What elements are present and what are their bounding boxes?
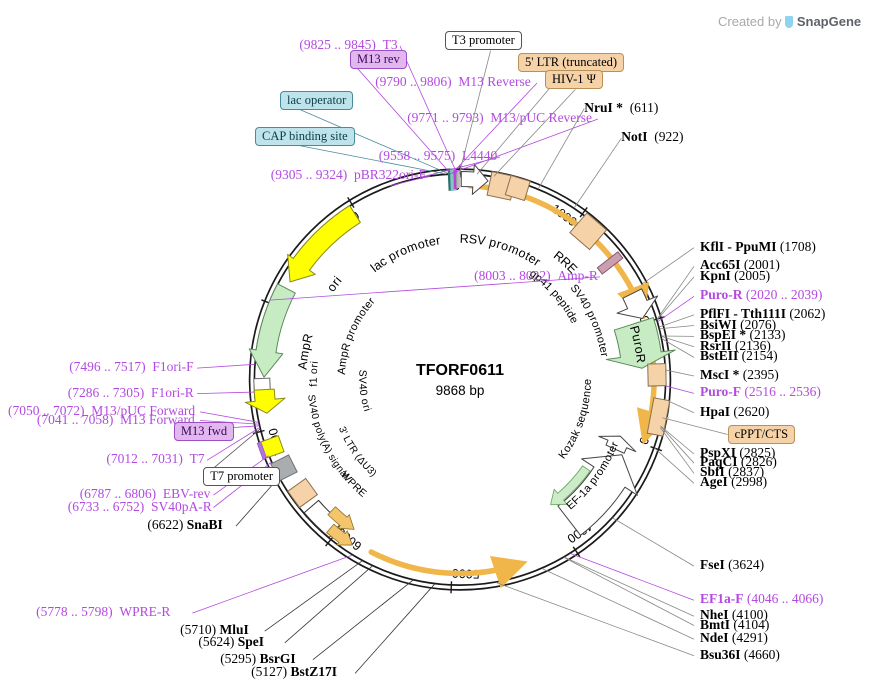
svg-text:e: e bbox=[582, 379, 594, 385]
svg-text:i: i bbox=[309, 361, 321, 365]
svg-text:0: 0 bbox=[308, 412, 320, 421]
svg-text:r: r bbox=[598, 352, 611, 358]
svg-text:0: 0 bbox=[357, 389, 370, 397]
svg-text:1: 1 bbox=[308, 377, 320, 383]
svg-text:TFORF0611: TFORF0611 bbox=[416, 362, 504, 379]
svg-text:9868 bp: 9868 bp bbox=[436, 383, 485, 398]
svg-text:R: R bbox=[633, 353, 648, 364]
svg-text:V: V bbox=[476, 233, 487, 248]
svg-text:r: r bbox=[435, 233, 441, 247]
